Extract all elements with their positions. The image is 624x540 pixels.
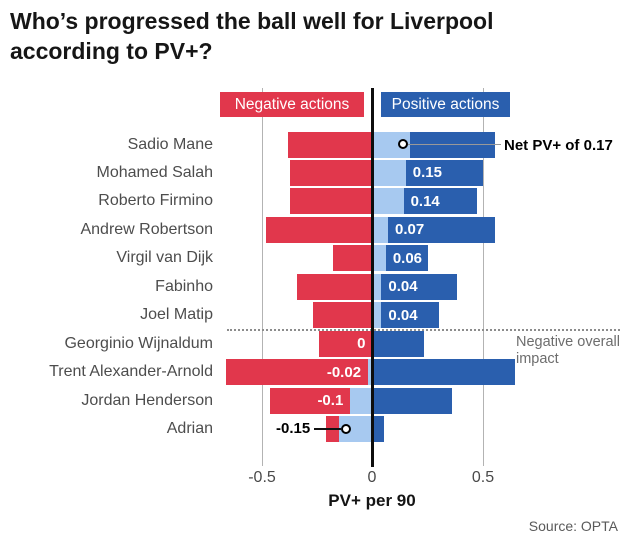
net-value-label-trent-alexander-arnold: -0.02: [326, 363, 362, 381]
net-bar-fabinho: [372, 273, 382, 300]
net-bar-trent-alexander-arnold: [368, 359, 373, 386]
negative-bar-virgil-van-dijk: [332, 245, 373, 272]
positive-bar-roberto-firmino: [403, 188, 477, 215]
x-tick-0: 0: [367, 469, 377, 486]
positive-bar-fabinho: [381, 273, 457, 300]
negative-bar-fabinho: [297, 273, 373, 300]
x-tick-neg-0_5: -0.5: [248, 469, 276, 486]
negative-bar-mohamed-salah: [290, 159, 373, 186]
positive-bar-trent-alexander-arnold: [372, 359, 515, 386]
player-name-georginio-wijnaldum: Georginio Wijnaldum: [64, 334, 213, 352]
net-marker-sadio-mane: [397, 139, 408, 149]
zero-baseline: [371, 88, 374, 467]
player-name-jordan-henderson: Jordan Henderson: [81, 391, 213, 409]
player-name-andrew-robertson: Andrew Robertson: [80, 220, 213, 238]
negative-bar-jordan-henderson: [270, 387, 351, 414]
legend-positive-label: Positive actions: [391, 95, 500, 113]
net-bar-andrew-robertson: [372, 216, 389, 243]
player-name-mohamed-salah: Mohamed Salah: [96, 163, 213, 181]
net-bar-jordan-henderson: [350, 387, 373, 414]
net-bar-roberto-firmino: [372, 188, 404, 215]
legend-negative-label: Negative actions: [234, 95, 350, 113]
x-tick-pos-0_5: 0.5: [471, 469, 495, 486]
net-callout-text: Net PV+ of 0.17: [504, 137, 613, 154]
positive-bar-jordan-henderson: [372, 387, 453, 414]
source-credit: Source: OPTA: [528, 518, 618, 534]
net-value-label-andrew-robertson: 0.07: [395, 221, 425, 239]
external-label-line-adrian: [314, 428, 342, 430]
positive-bar-adrian: [372, 416, 384, 442]
chart-title-line1: Who’s progressed the ball well for Liver…: [10, 8, 494, 34]
net-marker-adrian: [340, 423, 351, 434]
positive-bar-mohamed-salah: [405, 159, 484, 186]
net-value-label-roberto-firmino: 0.14: [410, 192, 440, 210]
player-name-joel-matip: Joel Matip: [140, 306, 213, 324]
negative-impact-separator: [227, 329, 620, 331]
net-bar-joel-matip: [372, 302, 382, 329]
player-name-virgil-van-dijk: Virgil van Dijk: [116, 249, 213, 267]
positive-bar-virgil-van-dijk: [385, 245, 428, 272]
net-bar-mohamed-salah: [372, 159, 406, 186]
positive-bar-georginio-wijnaldum: [372, 330, 424, 357]
gridline-pos-0_5: [483, 88, 484, 466]
net-value-label-jordan-henderson: -0.1: [317, 392, 344, 410]
net-value-label-virgil-van-dijk: 0.06: [392, 249, 423, 267]
player-name-roberto-firmino: Roberto Firmino: [98, 192, 213, 210]
positive-bar-andrew-robertson: [388, 216, 495, 243]
legend-negative-actions: Negative actions: [220, 92, 364, 117]
legend-positive-actions: Positive actions: [381, 92, 510, 117]
negative-bar-trent-alexander-arnold: [225, 359, 369, 386]
negative-bar-sadio-mane: [288, 131, 373, 158]
net-value-label-fabinho: 0.04: [388, 278, 418, 296]
net-value-label-mohamed-salah: 0.15: [412, 164, 442, 182]
external-value-label-adrian: -0.15: [275, 420, 311, 437]
net-bar-virgil-van-dijk: [372, 245, 386, 272]
negative-bar-joel-matip: [312, 302, 373, 329]
negative-bar-georginio-wijnaldum: [319, 330, 373, 357]
gridline-neg-0_5: [262, 88, 263, 466]
chart-title: Who’s progressed the ball well for Liver…: [10, 6, 590, 66]
net-value-label-joel-matip: 0.04: [388, 306, 418, 324]
negative-bar-andrew-robertson: [265, 216, 373, 243]
player-name-fabinho: Fabinho: [155, 277, 213, 295]
chart-title-line2: according to PV+?: [10, 38, 213, 64]
x-axis-title: PV+ per 90: [328, 491, 416, 510]
negative-impact-note: Negative overall impact: [516, 334, 620, 367]
player-name-sadio-mane: Sadio Mane: [127, 135, 213, 153]
player-name-trent-alexander-arnold: Trent Alexander-Arnold: [49, 363, 213, 381]
negative-bar-roberto-firmino: [290, 188, 373, 215]
positive-bar-joel-matip: [381, 302, 440, 329]
player-name-adrian: Adrian: [166, 420, 213, 437]
net-value-label-georginio-wijnaldum: 0: [357, 335, 366, 353]
net-callout-line: [408, 143, 501, 145]
